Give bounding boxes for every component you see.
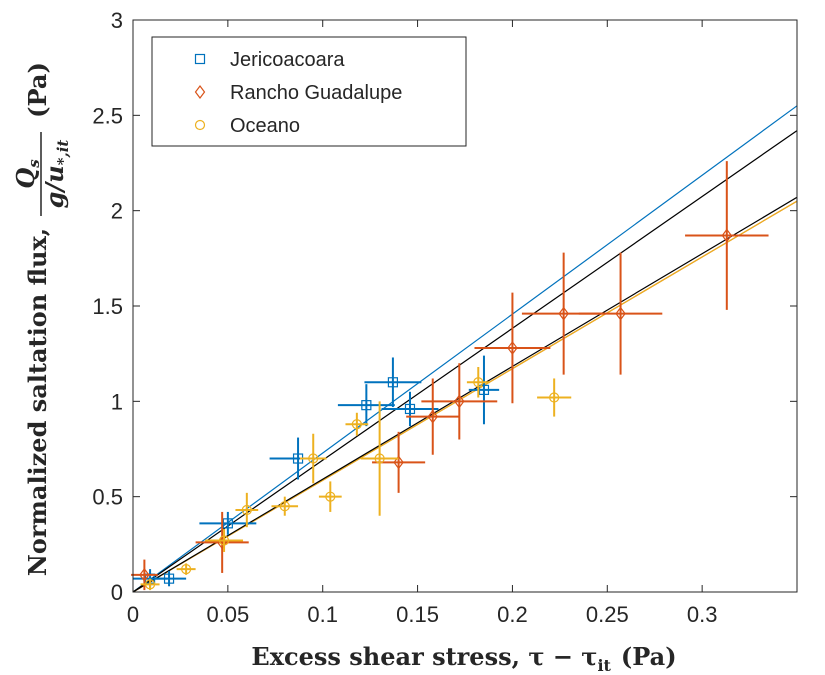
diamond-marker	[721, 228, 733, 243]
square-marker	[478, 384, 490, 395]
circle-marker	[218, 535, 230, 546]
axes-layer: 0 0.05 0.1 0.15 0.2 0.25 0.3 0 0.5 1 1.5 2 2.5 3	[92, 8, 798, 627]
diamond-marker	[454, 394, 465, 409]
y-tick-label: 0	[111, 580, 123, 605]
circle-marker	[325, 491, 336, 502]
y-axis-fraction-den-sub: *,it	[54, 140, 72, 166]
circle-marker	[351, 419, 362, 430]
legend-label-jericoacoara: Jericoacoara	[230, 49, 345, 71]
diamond-marker	[558, 306, 569, 321]
y-tick-label: 3	[111, 8, 123, 33]
combined-fit-line-1	[133, 130, 797, 592]
legend-marker-rancho-guadalupe	[194, 85, 206, 99]
data-point	[176, 563, 196, 575]
data-point	[318, 481, 342, 512]
circle-marker	[279, 501, 290, 512]
diamond-marker	[393, 455, 404, 470]
circle-marker	[549, 392, 560, 403]
x-tick-label: 0.15	[396, 602, 439, 627]
y-axis-title-unit: (Pa)	[23, 62, 52, 118]
x-axis-title-sub: it	[597, 656, 611, 675]
data-point	[205, 529, 244, 552]
data-point	[364, 357, 422, 408]
series-oceano	[140, 367, 572, 591]
data-point	[151, 571, 187, 587]
diamond-marker	[507, 340, 518, 355]
square-marker	[404, 403, 416, 415]
x-tick-label: 0.1	[307, 602, 338, 627]
y-axis-fraction-numerator: Qs	[11, 159, 43, 189]
legend: Jericoacoara Rancho Guadalupe Oceano	[151, 36, 467, 147]
circle-marker	[473, 377, 484, 388]
square-marker	[361, 400, 372, 411]
y-axis-fraction-num-main: Q	[11, 168, 40, 189]
data-point	[421, 363, 498, 440]
data-point	[271, 496, 299, 516]
diamond-marker	[427, 409, 438, 424]
y-axis-title-main: Normalized saltation flux,	[23, 228, 52, 576]
x-axis-title-unit: (Pa)	[621, 642, 677, 671]
data-point	[140, 578, 160, 591]
data-point	[360, 401, 399, 516]
square-marker	[222, 518, 233, 529]
plot-layer	[131, 105, 797, 592]
y-axis-fraction-den-main: g/u	[40, 165, 69, 208]
y-tick-label: 1	[111, 389, 123, 414]
x-tick-label: 0.05	[206, 602, 249, 627]
x-tick-label: 0.2	[497, 602, 528, 627]
x-axis-title-main: Excess shear stress, τ − τ	[251, 642, 597, 671]
circle-marker	[374, 453, 385, 464]
data-point	[299, 433, 327, 484]
y-tick-label: 2	[111, 199, 123, 224]
legend-label-rancho-guadalupe: Rancho Guadalupe	[230, 82, 402, 104]
legend-marker-oceano	[194, 119, 206, 131]
y-tick-label: 1.5	[92, 294, 123, 319]
data-point	[474, 292, 551, 404]
legend-label-oceano: Oceano	[230, 115, 300, 137]
data-point	[685, 161, 769, 310]
data-point	[578, 252, 663, 375]
diamond-marker	[615, 306, 626, 321]
y-axis-fraction: Qs g/u*,it	[11, 132, 72, 216]
data-point	[345, 412, 369, 436]
x-tick-label: 0	[127, 602, 139, 627]
x-tick-label: 0.3	[687, 602, 718, 627]
y-axis-fraction-num-sub: s	[25, 159, 43, 168]
square-marker	[163, 573, 175, 584]
diamond-marker	[139, 567, 150, 582]
x-tick-label: 0.25	[586, 602, 629, 627]
circle-marker	[241, 504, 252, 516]
circle-marker	[144, 579, 156, 590]
data-point	[235, 492, 259, 528]
circle-marker	[181, 564, 192, 575]
square-marker	[387, 377, 399, 388]
combined-fit-line-2	[133, 196, 797, 592]
legend-marker-jericoacoara	[194, 53, 206, 65]
x-axis-title: Excess shear stress, τ − τit (Pa)	[251, 642, 676, 675]
y-tick-label: 2.5	[92, 103, 123, 128]
data-point	[468, 355, 500, 425]
y-axis-fraction-denominator: g/u*,it	[40, 140, 72, 209]
data-point	[406, 378, 460, 455]
data-point	[381, 391, 439, 427]
y-axis-title: Normalized saltation flux, Qs g/u*,it (P…	[11, 62, 72, 576]
data-point	[537, 378, 572, 417]
y-tick-label: 0.5	[92, 485, 123, 510]
circle-marker	[308, 453, 319, 464]
data-point	[466, 367, 490, 398]
data-point	[337, 384, 395, 427]
